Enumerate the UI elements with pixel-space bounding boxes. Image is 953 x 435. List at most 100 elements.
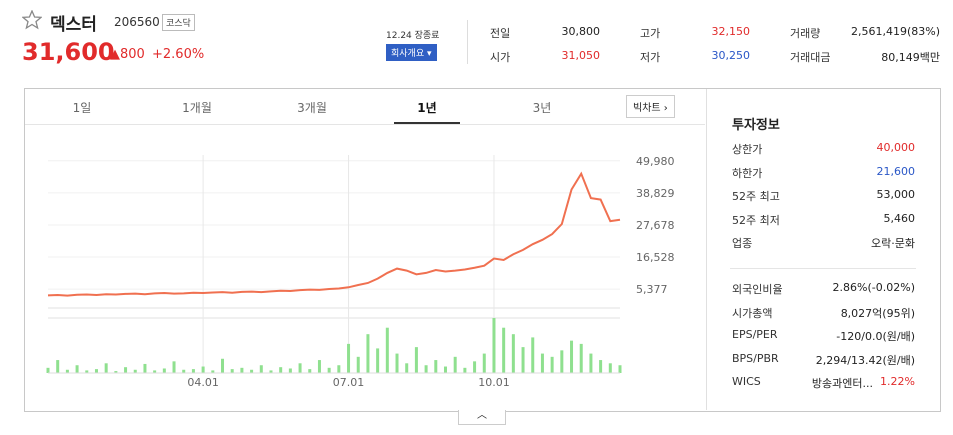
info-title: 투자정보 <box>732 118 780 133</box>
info-label: BPS/PBR <box>732 351 779 365</box>
volume-bar <box>492 318 496 373</box>
stock-name: 덱스터 <box>50 15 97 35</box>
volume-bar <box>114 371 118 373</box>
quote-label: 전일 <box>490 27 511 40</box>
x-tick-label: 10.01 <box>478 376 510 389</box>
quote-label: 고가 <box>640 27 661 40</box>
volume-bar <box>288 368 292 373</box>
volume-bar <box>65 369 69 373</box>
tab[interactable]: 1일 <box>72 101 92 115</box>
y-tick-label: 49,980 <box>636 155 675 168</box>
info-label: 업종 <box>732 237 753 250</box>
quote-label: 시가 <box>490 51 511 64</box>
price-line <box>47 171 621 297</box>
panel-divider <box>706 89 707 410</box>
volume-bar <box>531 337 535 373</box>
info-extra: 1.22% <box>880 375 915 388</box>
info-label: 시가총액 <box>732 306 773 320</box>
quote-label: 거래대금 <box>790 51 831 64</box>
info-label: 52주 최고 <box>732 190 780 203</box>
company-button[interactable]: 회사개요 ▾ <box>386 44 437 61</box>
y-tick-label: 38,829 <box>636 187 675 200</box>
divider <box>467 20 468 64</box>
change-value: 800 <box>120 47 145 62</box>
volume-bar <box>104 363 108 373</box>
quote-value: 30,800 <box>561 25 601 38</box>
tab-bar <box>25 88 705 125</box>
volume-bar <box>395 353 399 373</box>
volume-bar <box>279 367 283 373</box>
volume-bar <box>230 369 234 373</box>
volume-bar <box>240 367 244 373</box>
tab[interactable]: 1년 <box>417 101 437 115</box>
volume-bar <box>463 367 467 373</box>
volume-bar <box>327 367 331 373</box>
stock-code: 206560 <box>114 15 160 29</box>
market-badge: 코스닥 <box>162 14 195 31</box>
volume-bar <box>511 334 515 373</box>
volume-bar <box>434 360 438 373</box>
info-label: 상한가 <box>732 143 763 156</box>
volume-bar <box>85 370 89 373</box>
volume-bar <box>308 369 312 373</box>
volume-bar <box>124 367 128 373</box>
volume-bar <box>550 356 554 373</box>
info-value: 53,000 <box>876 188 916 201</box>
info-separator <box>730 268 916 269</box>
current-price: 31,600 <box>22 38 115 66</box>
volume-bar <box>162 368 166 373</box>
volume-bar <box>201 366 205 373</box>
market-status: 12.24 장종료 <box>386 31 440 41</box>
info-value: 40,000 <box>876 141 916 154</box>
volume-bar <box>414 347 418 373</box>
volume-bar <box>298 363 302 373</box>
quote-label: 저가 <box>640 51 661 64</box>
y-tick-label: 27,678 <box>636 219 675 232</box>
volume-bar <box>133 369 137 373</box>
info-value: -120/0.0(원/배) <box>836 330 915 343</box>
quote-value: 2,561,419(83%) <box>850 25 940 38</box>
volume-bar <box>540 353 544 373</box>
volume-bar <box>269 370 273 373</box>
volume-bar <box>211 370 215 373</box>
volume-bar <box>317 360 321 373</box>
volume-bar <box>337 365 341 373</box>
quote-value: 32,150 <box>711 25 751 38</box>
big-chart-button[interactable]: 빅차트 › <box>626 95 675 118</box>
change-rate: +2.60% <box>152 47 205 62</box>
volume-bar <box>473 361 477 373</box>
collapse-toggle[interactable]: ︿ <box>458 410 506 425</box>
info-value: 오락·문화 <box>871 237 915 250</box>
volume-bar <box>521 347 525 373</box>
volume-bar <box>453 356 457 373</box>
volume-bar <box>356 356 360 373</box>
volume-bar <box>376 348 380 373</box>
info-label: 외국인비율 <box>732 283 783 296</box>
quote-label: 거래량 <box>790 27 821 40</box>
price-change: ▲800 <box>110 47 145 62</box>
favorite-star[interactable] <box>22 10 42 30</box>
volume-bar <box>589 353 593 373</box>
x-tick-label: 04.01 <box>187 376 219 389</box>
volume-bar <box>143 363 147 373</box>
quote-value: 80,149백만 <box>881 51 940 64</box>
volume-bar <box>347 343 351 373</box>
volume-bar <box>75 365 79 373</box>
volume-bar <box>424 365 428 373</box>
tab-underline <box>394 122 460 124</box>
info-value: 5,460 <box>883 211 916 225</box>
tab[interactable]: 3개월 <box>297 101 327 115</box>
y-tick-label: 16,528 <box>636 251 675 264</box>
volume-bar <box>443 366 447 373</box>
tab[interactable]: 3년 <box>532 101 552 115</box>
volume-bar <box>608 363 612 373</box>
info-value: 8,027억(95위) <box>840 306 915 320</box>
volume-bar <box>153 370 157 373</box>
quote-value: 30,250 <box>711 49 751 62</box>
tab[interactable]: 1개월 <box>182 101 212 115</box>
quote-value: 31,050 <box>561 49 601 62</box>
volume-bar <box>259 365 263 373</box>
volume-bar <box>618 365 622 373</box>
